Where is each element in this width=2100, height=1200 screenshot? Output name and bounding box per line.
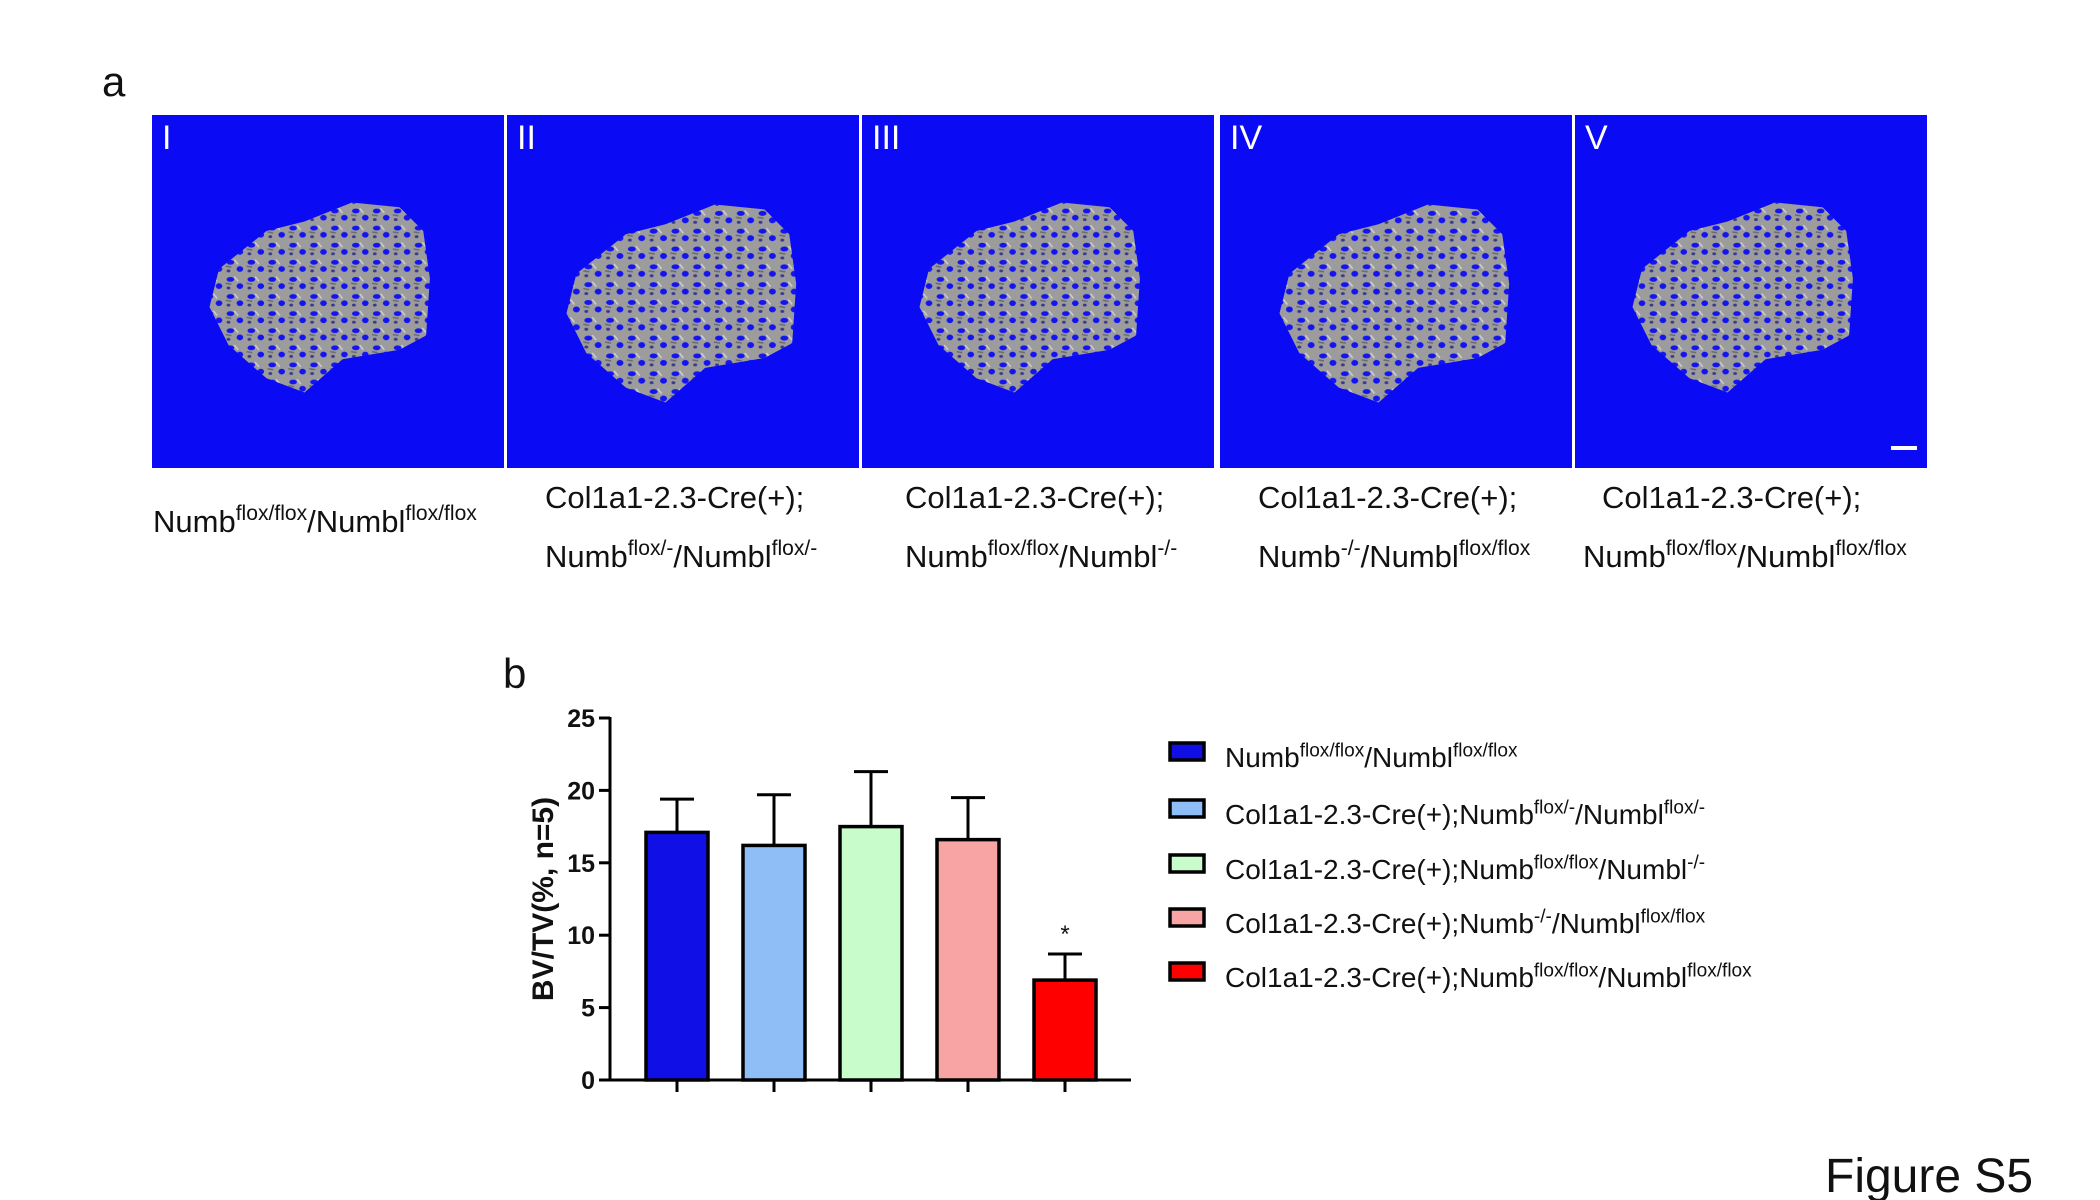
panel-numeral: I bbox=[162, 119, 171, 157]
superscript: -/- bbox=[1341, 537, 1361, 560]
superscript: flox/- bbox=[1664, 797, 1705, 818]
superscript: -/- bbox=[1534, 906, 1552, 927]
legend-swatch bbox=[1168, 853, 1206, 874]
superscript: flox/flox bbox=[1453, 740, 1518, 761]
text-segment: /Numbl bbox=[307, 504, 405, 539]
y-tick-label: 5 bbox=[581, 995, 595, 1023]
text-segment: Col1a1-2.3-Cre(+); bbox=[905, 480, 1164, 515]
panel-label: a bbox=[102, 58, 126, 105]
y-tick-label: 10 bbox=[567, 922, 595, 950]
text-segment: Col1a1-2.3-Cre(+);Numb bbox=[1225, 962, 1534, 993]
superscript: flox/flox bbox=[1666, 537, 1738, 560]
text-segment: /Numbl bbox=[1552, 908, 1641, 939]
y-tick-label: 20 bbox=[567, 777, 595, 805]
text-segment: Col1a1-2.3-Cre(+); bbox=[1258, 480, 1517, 515]
superscript: flox/flox bbox=[1534, 960, 1599, 981]
genotype-label: Col1a1-2.3-Cre(+); bbox=[905, 480, 1164, 515]
text-segment: Numb bbox=[153, 504, 236, 539]
genotype-label: Col1a1-2.3-Cre(+); bbox=[1258, 480, 1517, 515]
superscript: flox/flox bbox=[405, 502, 477, 525]
superscript: flox/flox bbox=[1459, 537, 1531, 560]
bar bbox=[1032, 978, 1098, 1082]
superscript: flox/flox bbox=[236, 502, 308, 525]
genotype-label: Numbflox/flox/Numbl-/- bbox=[905, 537, 1177, 574]
genotype-label: Numbflox/flox/Numblflox/flox bbox=[1583, 537, 1907, 574]
superscript: flox/flox bbox=[1534, 852, 1599, 873]
superscript: flox/- bbox=[1534, 797, 1575, 818]
y-axis-label: BV/TV(%, n=5) bbox=[527, 797, 560, 1001]
text-segment: Numb bbox=[1258, 539, 1341, 574]
legend-entry: Col1a1-2.3-Cre(+);Numbflox/flox/Numbl-/- bbox=[1225, 852, 1705, 885]
legend-entry: Col1a1-2.3-Cre(+);Numbflox/flox/Numblflo… bbox=[1225, 960, 1752, 993]
y-tick-label: 0 bbox=[581, 1067, 595, 1095]
text-segment: /Numbl bbox=[1575, 799, 1664, 830]
superscript: flox/flox bbox=[1835, 537, 1907, 560]
text-segment: Col1a1-2.3-Cre(+); bbox=[1602, 480, 1861, 515]
legend-entry: Col1a1-2.3-Cre(+);Numbflox/-/Numblflox/- bbox=[1225, 797, 1705, 830]
superscript: flox/- bbox=[628, 537, 674, 560]
superscript: -/- bbox=[1687, 852, 1705, 873]
panel-numeral: III bbox=[872, 119, 900, 157]
legend-swatch bbox=[1168, 798, 1206, 819]
bar bbox=[935, 837, 1001, 1082]
legend-swatch bbox=[1168, 961, 1206, 982]
text-segment: /Numbl bbox=[1364, 742, 1453, 773]
legend-entry: Numbflox/flox/Numblflox/flox bbox=[1225, 740, 1518, 773]
text-segment: Numb bbox=[545, 539, 628, 574]
bar bbox=[838, 824, 904, 1082]
text-segment: /Numbl bbox=[1059, 539, 1157, 574]
text-segment: Col1a1-2.3-Cre(+);Numb bbox=[1225, 854, 1534, 885]
scale-bar bbox=[1891, 446, 1917, 450]
panel-label: b bbox=[503, 650, 526, 697]
significance-mark: * bbox=[1060, 921, 1069, 948]
text-segment: Numb bbox=[1583, 539, 1666, 574]
text-segment: Numb bbox=[905, 539, 988, 574]
genotype-label: Numbflox/-/Numblflox/- bbox=[545, 537, 817, 574]
legend-swatch bbox=[1168, 741, 1206, 762]
text-segment: /Numbl bbox=[1598, 962, 1687, 993]
text-segment: /Numbl bbox=[1598, 854, 1687, 885]
panel-numeral: II bbox=[517, 119, 536, 157]
genotype-label: Col1a1-2.3-Cre(+); bbox=[545, 480, 804, 515]
genotype-label: Numbflox/flox/Numblflox/flox bbox=[153, 502, 477, 539]
genotype-label: Col1a1-2.3-Cre(+); bbox=[1602, 480, 1861, 515]
text-segment: Col1a1-2.3-Cre(+); bbox=[545, 480, 804, 515]
superscript: flox/flox bbox=[1641, 906, 1706, 927]
text-segment: /Numbl bbox=[1737, 539, 1835, 574]
legend-swatch bbox=[1168, 907, 1206, 928]
bar bbox=[741, 843, 807, 1082]
text-segment: Numb bbox=[1225, 742, 1300, 773]
legend-entry: Col1a1-2.3-Cre(+);Numb-/-/Numblflox/flox bbox=[1225, 906, 1706, 939]
genotype-label: Numb-/-/Numblflox/flox bbox=[1258, 537, 1531, 574]
figure-label: Figure S5 bbox=[1825, 1150, 2033, 1200]
image-panels bbox=[152, 115, 1927, 468]
text-segment: Col1a1-2.3-Cre(+);Numb bbox=[1225, 908, 1534, 939]
text-segment: Col1a1-2.3-Cre(+);Numb bbox=[1225, 799, 1534, 830]
y-tick-label: 25 bbox=[567, 705, 595, 733]
text-segment: /Numbl bbox=[673, 539, 771, 574]
bar bbox=[644, 830, 710, 1082]
superscript: flox/flox bbox=[1300, 740, 1365, 761]
panel-numeral: IV bbox=[1230, 119, 1262, 157]
superscript: -/- bbox=[1157, 537, 1177, 560]
text-segment: /Numbl bbox=[1361, 539, 1459, 574]
y-tick-label: 15 bbox=[567, 850, 595, 878]
panel-numeral: V bbox=[1585, 119, 1608, 157]
superscript: flox/- bbox=[772, 537, 818, 560]
superscript: flox/flox bbox=[1687, 960, 1752, 981]
superscript: flox/flox bbox=[988, 537, 1060, 560]
